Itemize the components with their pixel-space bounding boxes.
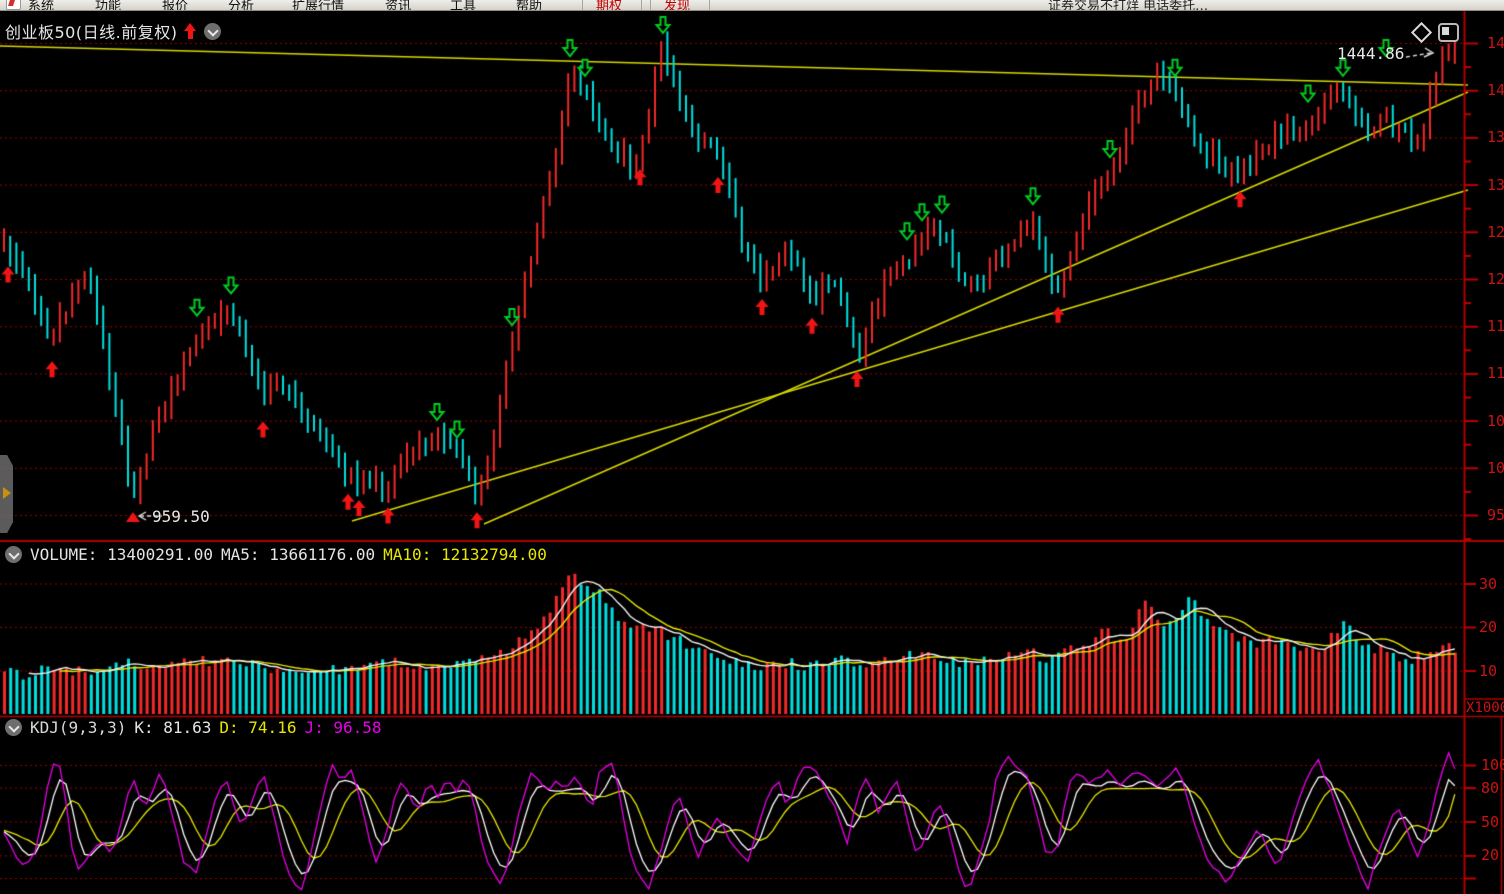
chart-title: 创业板50(日线.前复权) bbox=[5, 23, 178, 42]
volume-axis-label: 30 bbox=[1479, 574, 1498, 593]
marquee-text: 证券交易不打烊 电话委托… bbox=[1048, 0, 1209, 11]
kdj-name: KDJ(9,3,3) bbox=[30, 718, 127, 737]
price-axis-label: 1200 bbox=[1487, 270, 1504, 288]
volume-axis-label: 10 bbox=[1479, 661, 1498, 680]
sidebar-expand-handle[interactable] bbox=[0, 455, 13, 533]
menu-item-5[interactable]: 资讯 bbox=[385, 0, 412, 11]
volume-ma5-value: MA5: 13661176.00 bbox=[221, 545, 376, 564]
expand-right-icon bbox=[3, 487, 11, 499]
price-axis-label: 1300 bbox=[1487, 175, 1504, 194]
kdj-d-value: D: 74.16 bbox=[219, 718, 297, 737]
volume-axis-label: 20 bbox=[1479, 618, 1498, 636]
menu-bar: 系统 功能 报价 分析 扩展行情 资讯 工具 帮助 期权 发现 证券交易不打烊 电话委托… bbox=[0, 0, 1504, 11]
volume-value: VOLUME: 13400291.00 bbox=[30, 545, 214, 564]
price-axis-label: 1050 bbox=[1487, 411, 1504, 430]
menu-tab-box bbox=[650, 0, 710, 10]
collapse-main-chart-button chevron-down-icon[interactable] bbox=[204, 22, 222, 40]
app-logo-icon[interactable] bbox=[6, 0, 21, 10]
trend-up-icon bbox=[184, 22, 197, 40]
price-axis-label: 1150 bbox=[1487, 317, 1504, 336]
split-window-icon[interactable] bbox=[1438, 23, 1459, 42]
price-axis-label: 1250 bbox=[1487, 222, 1504, 241]
menu-item-1[interactable]: 功能 bbox=[95, 0, 122, 11]
menu-item-4[interactable]: 扩展行情 bbox=[292, 0, 345, 11]
menu-item-7[interactable]: 帮助 bbox=[516, 0, 543, 11]
kdj-axis-label: 80 bbox=[1481, 778, 1500, 797]
price-axis-label: 1400 bbox=[1487, 81, 1504, 100]
volume-ma10-value: MA10: 12132794.00 bbox=[383, 545, 547, 564]
chart-title-row: 创业板50(日线.前复权) bbox=[5, 19, 222, 43]
menu-item-9[interactable]: 发现 bbox=[664, 0, 691, 11]
menu-item-3[interactable]: 分析 bbox=[228, 0, 255, 11]
kdj-header: KDJ(9,3,3) K: 81.63 D: 74.16 J: 96.58 bbox=[5, 718, 382, 737]
kdj-k-value: K: 81.63 bbox=[134, 718, 212, 737]
price-axis-label: 1000 bbox=[1487, 458, 1504, 477]
volume-unit-label: X10000 bbox=[1466, 700, 1504, 716]
last-price-label: 1444.86 bbox=[1337, 44, 1405, 63]
menu-item-2[interactable]: 报价 bbox=[162, 0, 189, 11]
collapse-kdj-button chevron-down-icon[interactable] bbox=[5, 719, 22, 736]
menu-item-0[interactable]: 系统 bbox=[28, 0, 55, 11]
price-axis-label: 950 bbox=[1487, 506, 1504, 524]
menu-item-8[interactable]: 期权 bbox=[596, 0, 623, 11]
kdj-j-value: J: 96.58 bbox=[304, 718, 382, 737]
volume-header: VOLUME: 13400291.00 MA5: 13661176.00 MA1… bbox=[5, 545, 547, 564]
price-axis-label: 1100 bbox=[1487, 364, 1504, 383]
price-axis-label: 1450 bbox=[1487, 34, 1504, 52]
kdj-axis-label: 20 bbox=[1481, 846, 1500, 865]
low-price-label: 959.50 bbox=[152, 507, 210, 526]
collapse-volume-button chevron-down-icon[interactable] bbox=[5, 546, 22, 563]
kdj-axis-label: 100 bbox=[1481, 756, 1504, 774]
menu-item-6[interactable]: 工具 bbox=[450, 0, 477, 11]
price-axis-label: 1350 bbox=[1487, 128, 1504, 147]
menu-tab-box bbox=[582, 0, 642, 10]
kdj-axis-label: 50 bbox=[1481, 812, 1500, 831]
